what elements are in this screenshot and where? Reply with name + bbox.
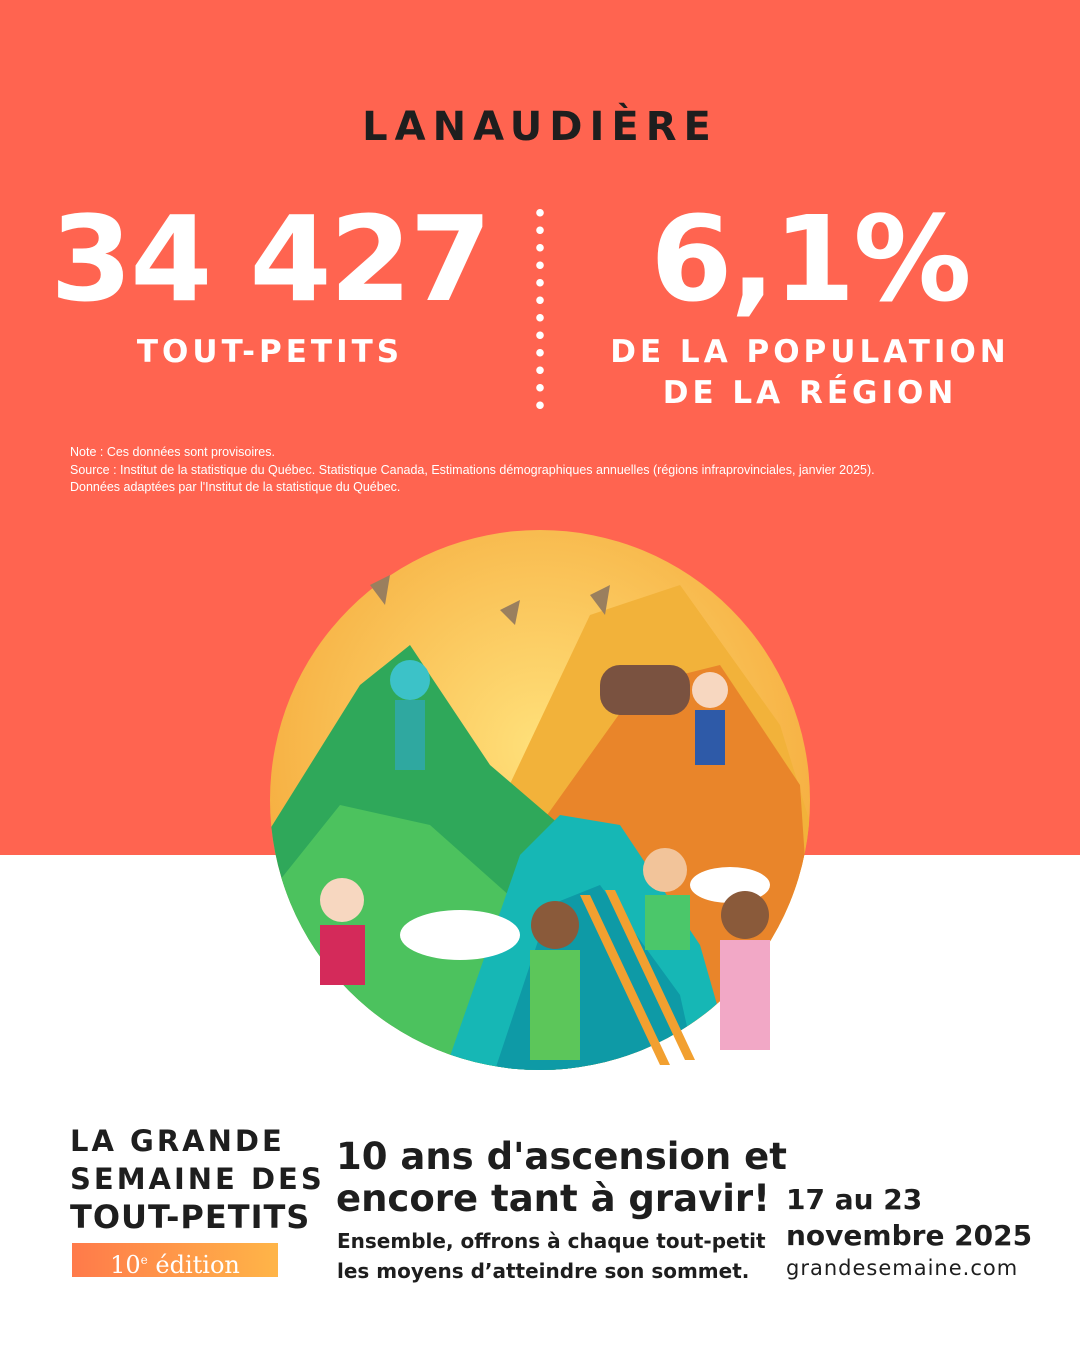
- edition-badge: 10e édition: [72, 1243, 278, 1279]
- edition-superscript: e: [140, 1253, 148, 1267]
- mountain-illustration: [270, 530, 810, 1070]
- source-text: Source : Institut de la statistique du Q…: [70, 462, 875, 477]
- subtitle-line: les moyens d’atteindre son sommet.: [337, 1259, 750, 1283]
- region-title: LANAUDIÈRE: [362, 104, 718, 150]
- children-count-label: TOUT-PETITS: [136, 334, 404, 370]
- logo-line: TOUT-PETITS: [70, 1198, 311, 1236]
- label-line: DE LA POPULATION: [610, 334, 1010, 370]
- edition-word: édition: [147, 1251, 240, 1279]
- date-line: 17 au 23: [786, 1183, 923, 1216]
- logo-line: SEMAINE DES: [70, 1162, 325, 1196]
- event-dates: 17 au 23 novembre 2025: [786, 1182, 1032, 1254]
- dotted-divider: [536, 204, 544, 416]
- adapted-text: Données adaptées par l'Institut de la st…: [70, 480, 401, 494]
- date-line: novembre 2025: [786, 1219, 1033, 1252]
- website-link[interactable]: grandesemaine.com: [786, 1256, 1019, 1280]
- population-percent: 6,1%: [650, 190, 971, 328]
- logo-line: LA GRANDE: [70, 1124, 285, 1158]
- children-count: 34 427: [50, 190, 492, 328]
- slogan-line: encore tant à gravir!: [336, 1177, 771, 1220]
- label-line: DE LA RÉGION: [662, 375, 958, 411]
- slogan: 10 ans d'ascension et encore tant à grav…: [336, 1136, 787, 1220]
- edition-number: 10: [110, 1251, 141, 1279]
- population-percent-label: DE LA POPULATION DE LA RÉGION: [580, 332, 1040, 414]
- note-text: Note : Ces données sont provisoires.: [70, 445, 275, 459]
- slogan-line: 10 ans d'ascension et: [336, 1135, 787, 1178]
- slogan-subtitle: Ensemble, offrons à chaque tout-petit le…: [337, 1226, 766, 1286]
- source-notes: Note : Ces données sont provisoires. Sou…: [70, 444, 875, 497]
- event-logo: LA GRANDE SEMAINE DES TOUT-PETITS: [70, 1122, 325, 1236]
- subtitle-line: Ensemble, offrons à chaque tout-petit: [337, 1229, 766, 1253]
